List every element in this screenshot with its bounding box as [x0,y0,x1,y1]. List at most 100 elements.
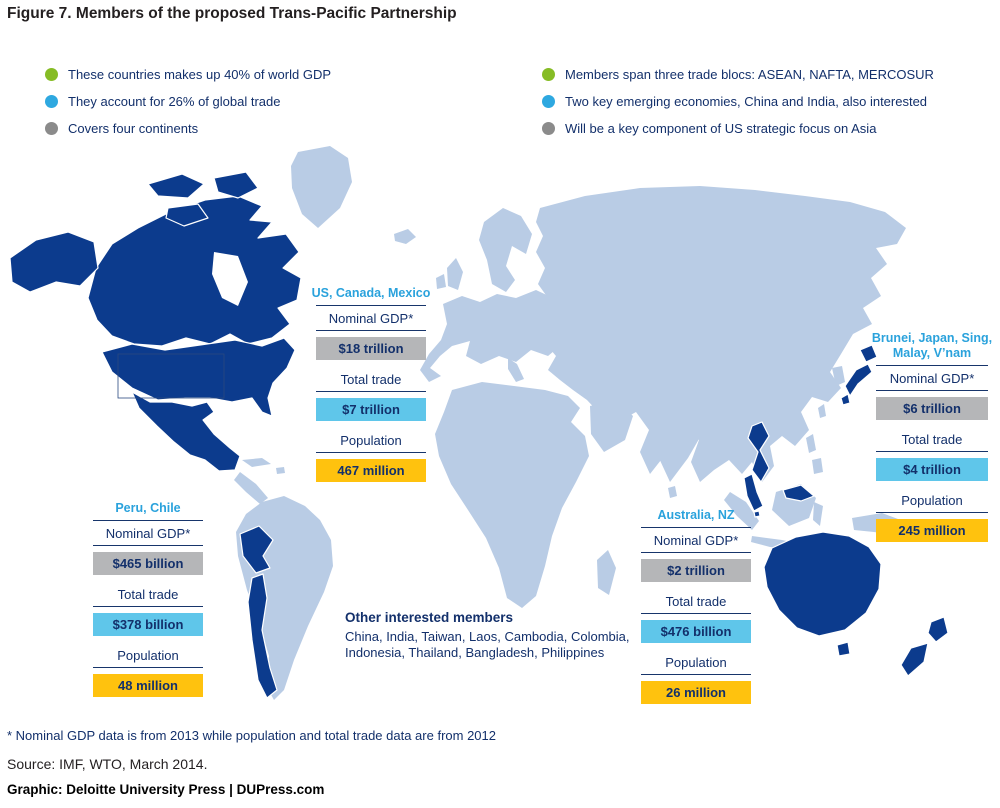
population-label: Population [316,428,426,453]
map-africa [435,382,589,608]
trade-value: $4 trillion [876,458,988,481]
divider [93,520,203,521]
bullet-list-left: These countries makes up 40% of world GD… [45,67,332,136]
map-japan [840,393,851,406]
divider [641,527,751,528]
map-sumatra [724,492,759,530]
trade-label: Total trade [876,427,988,452]
population-value: 48 million [93,674,203,697]
footnote: * Nominal GDP data is from 2013 while po… [7,728,496,743]
map-asia [536,186,906,482]
population-value: 467 million [316,459,426,482]
map-tasmania [836,641,851,657]
map-arctic-islands [165,203,209,227]
callout-title: US, Canada, Mexico [311,286,431,300]
population-label: Population [641,650,751,675]
map-japan [859,344,878,363]
green-dot-icon [45,68,58,81]
map-new-zealand [927,616,949,643]
map-iceland [394,229,416,244]
bullet-text: Covers four continents [68,121,199,136]
map-malaysia [743,473,764,512]
map-mexico [131,391,241,472]
map-brunei-north-borneo [782,484,815,502]
gdp-label: Nominal GDP* [316,306,426,331]
callout-brunei-japan-sing-malay-vnam: Brunei, Japan, Sing, Malay, V’nam Nomina… [872,331,992,549]
trade-value: $7 trillion [316,398,426,421]
map-chile [247,573,278,699]
bullet-continents: Covers four continents [45,121,331,136]
map-korea [832,366,845,386]
map-taiwan [818,404,826,418]
map-water-overlay [212,252,248,306]
trade-value: $476 billion [641,620,751,643]
bullet-text: These countries makes up 40% of world GD… [68,67,332,82]
map-europe [420,290,561,382]
bullet-world-gdp: These countries makes up 40% of world GD… [45,67,332,82]
map-india [649,410,703,482]
gdp-label: Nominal GDP* [876,366,988,391]
other-members-list: China, India, Taiwan, Laos, Cambodia, Co… [345,629,630,660]
map-madagascar [597,550,616,595]
world-map [9,146,949,700]
map-ireland [436,274,446,289]
other-members-title: Other interested members [345,610,514,625]
callout-peru-chile: Peru, Chile Nominal GDP* $465 billion To… [93,501,203,704]
map-new-zealand [900,642,929,677]
bullet-emerging-economies: Two key emerging economies, China and In… [542,94,934,109]
map-greenland [291,146,352,228]
bullet-list-right: Members span three trade blocs: ASEAN, N… [542,67,934,136]
callout-title: Australia, NZ [657,508,735,522]
bullet-us-focus: Will be a key component of US strategic … [542,121,934,136]
map-inset-rect [117,353,225,399]
map-cuba [242,458,271,467]
map-uk [447,258,463,290]
map-italy [508,358,524,382]
gdp-value: $465 billion [93,552,203,575]
gdp-value: $6 trillion [876,397,988,420]
green-dot-icon [542,68,555,81]
trade-label: Total trade [93,582,203,607]
map-scandinavia [479,208,532,292]
bullet-trade-blocs: Members span three trade blocs: ASEAN, N… [542,67,934,82]
gdp-label: Nominal GDP* [641,528,751,553]
blue-dot-icon [542,95,555,108]
callout-title: Brunei, Japan, Sing, Malay, V’nam [871,331,993,360]
map-hispaniola [276,467,285,474]
figure-title: Figure 7. Members of the proposed Trans-… [7,5,457,22]
callout-title: Peru, Chile [115,501,181,515]
map-arctic-islands [213,171,259,199]
map-australia [763,531,882,637]
map-vietnam [747,421,770,483]
map-japan [844,363,873,397]
map-philippines [812,458,823,474]
bullet-text: Two key emerging economies, China and In… [565,94,928,109]
map-peru [239,525,274,574]
map-central-america [234,472,268,504]
map-philippines [806,434,816,453]
bullet-text: Members span three trade blocs: ASEAN, N… [565,67,934,82]
callout-australia-nz: Australia, NZ Nominal GDP* $2 trillion T… [641,508,751,711]
bullet-text: Will be a key component of US strategic … [565,121,877,136]
credit-line: Graphic: Deloitte University Press | DUP… [7,782,325,797]
population-label: Population [93,643,203,668]
divider [876,365,988,366]
trade-value: $378 billion [93,613,203,636]
other-interested-members: Other interested members China, India, T… [345,610,630,661]
divider [316,305,426,306]
source-line: Source: IMF, WTO, March 2014. [7,756,208,772]
map-alaska [9,231,99,293]
blue-dot-icon [45,95,58,108]
bullet-global-trade: They account for 26% of global trade [45,94,331,109]
map-singapore [753,510,761,518]
hudson-bay [212,252,248,306]
gray-dot-icon [542,122,555,135]
bullet-text: They account for 26% of global trade [68,94,281,109]
population-value: 26 million [641,681,751,704]
gdp-label: Nominal GDP* [93,521,203,546]
population-value: 245 million [876,519,988,542]
gdp-value: $2 trillion [641,559,751,582]
map-sulawesi [813,502,823,526]
map-united-states [101,337,296,417]
